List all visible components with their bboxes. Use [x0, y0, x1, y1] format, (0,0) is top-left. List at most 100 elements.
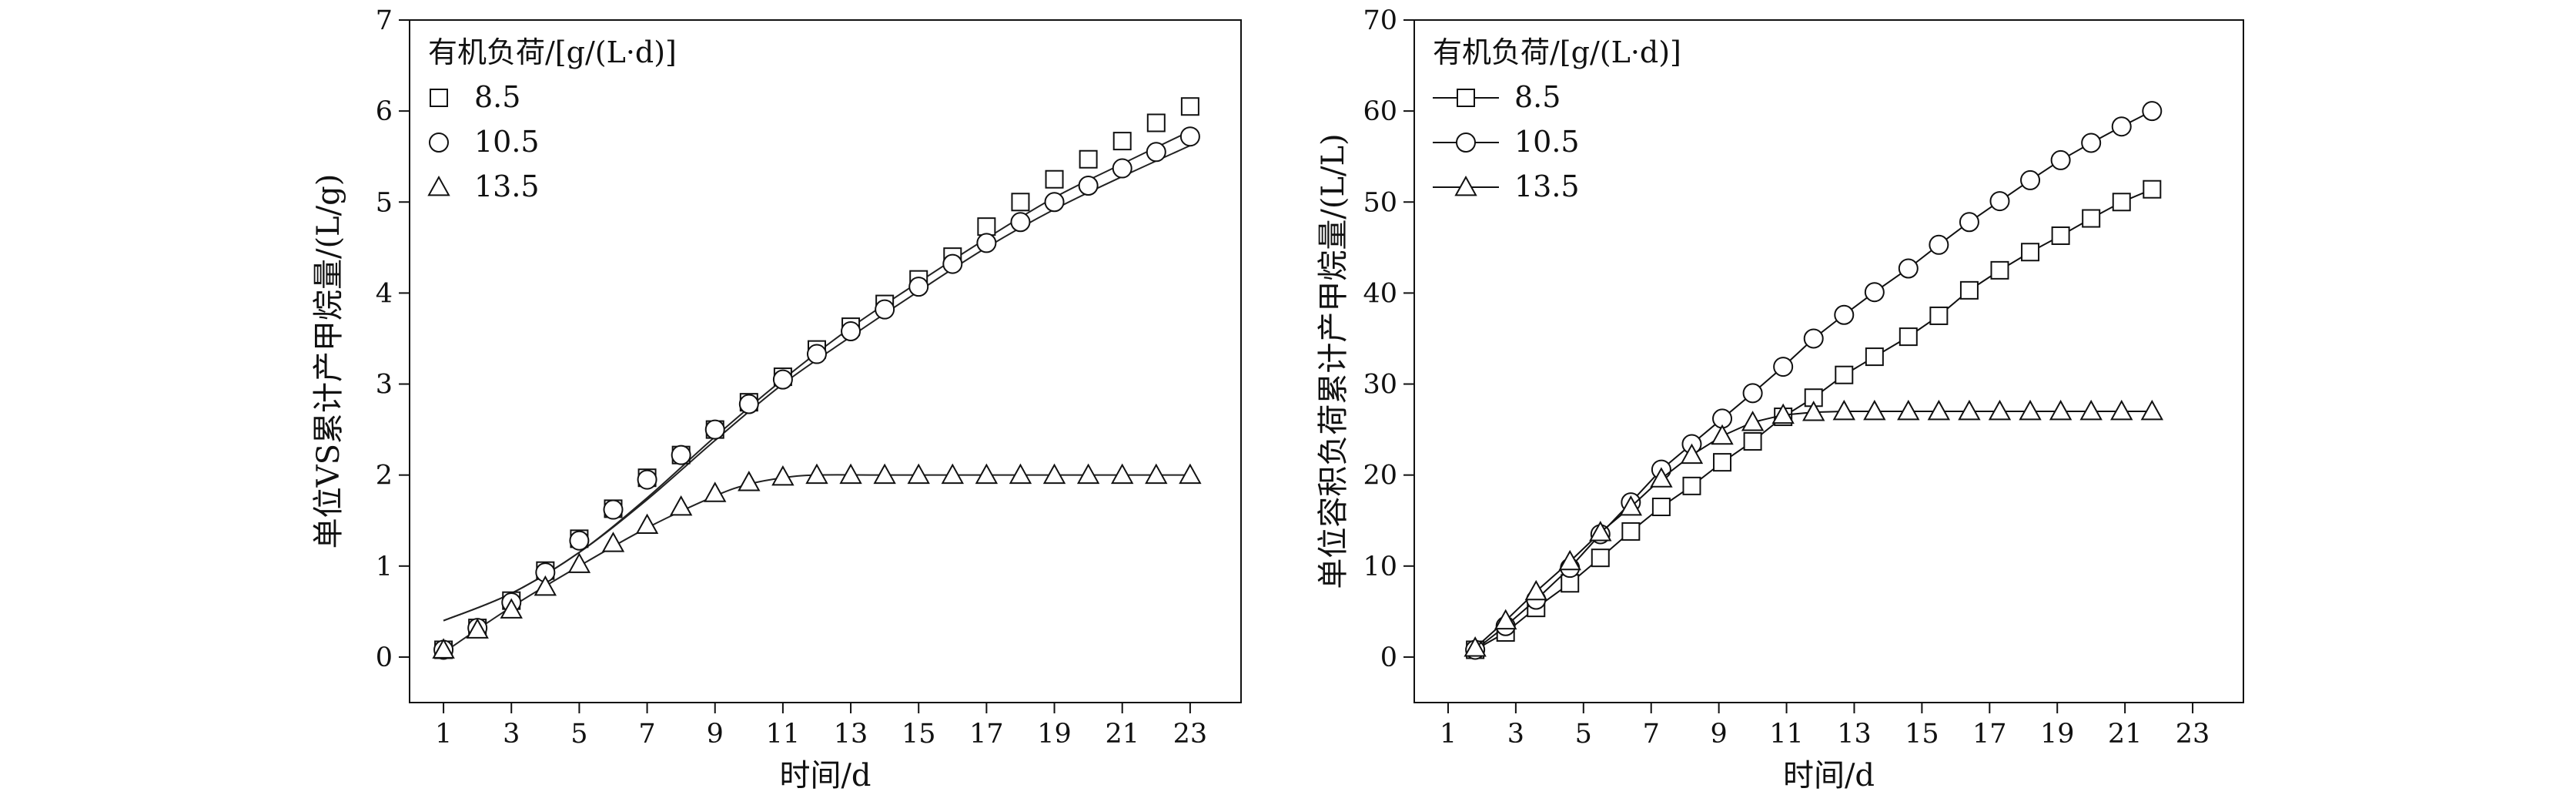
legend-title: 有机负荷/[g/(L·d)]: [1433, 35, 1681, 69]
data-point: [567, 552, 591, 573]
data-point: [1834, 304, 1855, 325]
x-tick-label: 15: [1905, 719, 1939, 750]
y-tick-label: 50: [1363, 187, 1397, 218]
x-tick-label: 15: [902, 719, 936, 750]
data-point: [2110, 399, 2133, 421]
chart-right: 1 3 5 7 9 11 13 15 17 19 21 23010203040506070时间/d单位…: [1316, 5, 2244, 793]
data-point: [603, 499, 624, 520]
legend-marker-10.5: [429, 132, 449, 153]
x-tick-label: 21: [1105, 719, 1139, 750]
data-point: [1011, 193, 1030, 212]
data-point: [1863, 399, 1886, 421]
data-point: [1079, 149, 1098, 169]
data-point: [1929, 306, 1949, 325]
data-point: [1591, 548, 1610, 568]
data-point: [2142, 101, 2163, 122]
y-tick-label: 1: [376, 552, 393, 582]
x-tick-label: 7: [1643, 719, 1660, 750]
legend-label: 13.5: [474, 169, 540, 203]
legend-label: 8.5: [474, 80, 520, 114]
data-point: [1589, 521, 1612, 542]
x-tick-label: 13: [834, 719, 868, 750]
data-point: [2143, 179, 2162, 199]
data-point: [2050, 149, 2071, 170]
data-point: [2081, 132, 2102, 153]
data-point: [1741, 411, 1765, 431]
data-point: [1959, 212, 1979, 233]
y-tick-label: 20: [1363, 461, 1397, 491]
y-tick-label: 2: [376, 461, 393, 491]
data-point: [1179, 126, 1200, 147]
x-tick-label: 5: [570, 719, 587, 750]
data-point: [1959, 280, 1979, 300]
data-point: [873, 463, 896, 485]
data-point: [1771, 403, 1795, 424]
data-point: [772, 369, 793, 390]
x-tick-label: 19: [2040, 719, 2075, 750]
data-point: [1897, 399, 1920, 421]
y-tick-label: 0: [1380, 642, 1397, 673]
x-tick-label: 1: [435, 719, 452, 750]
data-point: [1832, 399, 1855, 421]
data-point: [2140, 399, 2164, 421]
data-point: [1899, 327, 1918, 347]
data-point: [2082, 209, 2101, 228]
data-point: [1990, 260, 2009, 280]
legend-label: 10.5: [474, 125, 540, 159]
data-point: [1042, 463, 1066, 485]
data-point: [941, 463, 965, 485]
data-point: [1045, 169, 1064, 189]
data-point: [1713, 453, 1732, 472]
x-tick-label: 5: [1575, 719, 1592, 750]
x-tick-label: 9: [1710, 719, 1727, 750]
x-tick-label: 1: [1440, 719, 1457, 750]
y-tick-label: 0: [376, 642, 393, 673]
series-13.5: [432, 463, 1202, 659]
data-point: [1145, 463, 1168, 485]
legend-label: 13.5: [1514, 169, 1580, 203]
data-point: [1076, 463, 1100, 485]
data-point: [1524, 579, 1547, 601]
data-point: [466, 618, 489, 639]
data-point: [1742, 383, 1763, 404]
data-point: [1989, 191, 2010, 212]
data-point: [1558, 549, 1581, 571]
data-point: [1044, 192, 1065, 213]
legend-marker-13.5: [1454, 175, 1477, 196]
y-tick-label: 60: [1363, 96, 1397, 127]
y-tick-label: 6: [376, 96, 393, 127]
data-point: [1835, 365, 1854, 384]
data-point: [805, 463, 828, 485]
data-point: [1803, 328, 1824, 349]
data-point: [1112, 158, 1132, 179]
data-point: [669, 495, 693, 516]
data-point: [2079, 399, 2103, 421]
data-point: [1650, 467, 1673, 488]
x-tick-label: 13: [1837, 719, 1872, 750]
data-point: [1958, 399, 1981, 421]
fit-curve-8.5: [443, 130, 1191, 622]
data-point: [1927, 399, 1951, 421]
data-point: [2019, 399, 2042, 421]
x-tick-label: 21: [2108, 719, 2143, 750]
data-point: [1865, 347, 1884, 367]
plot-frame: [1413, 19, 2244, 703]
data-point: [1464, 636, 1487, 657]
data-point: [2051, 226, 2070, 245]
data-point: [1180, 97, 1199, 116]
data-point: [671, 444, 691, 465]
data-point: [637, 469, 657, 490]
legend-label: 8.5: [1514, 80, 1561, 114]
data-point: [1010, 212, 1031, 233]
data-point: [942, 253, 963, 274]
data-point: [432, 638, 455, 659]
data-point: [534, 575, 557, 596]
data-point: [635, 513, 659, 535]
x-axis-label: 时间/d: [779, 758, 871, 793]
y-axis-label: 单位容积负荷累计产甲烷量/(L/L): [1316, 133, 1351, 589]
data-point: [806, 344, 827, 364]
data-point: [839, 463, 862, 485]
data-point: [1711, 424, 1734, 445]
data-point: [1111, 463, 1134, 485]
